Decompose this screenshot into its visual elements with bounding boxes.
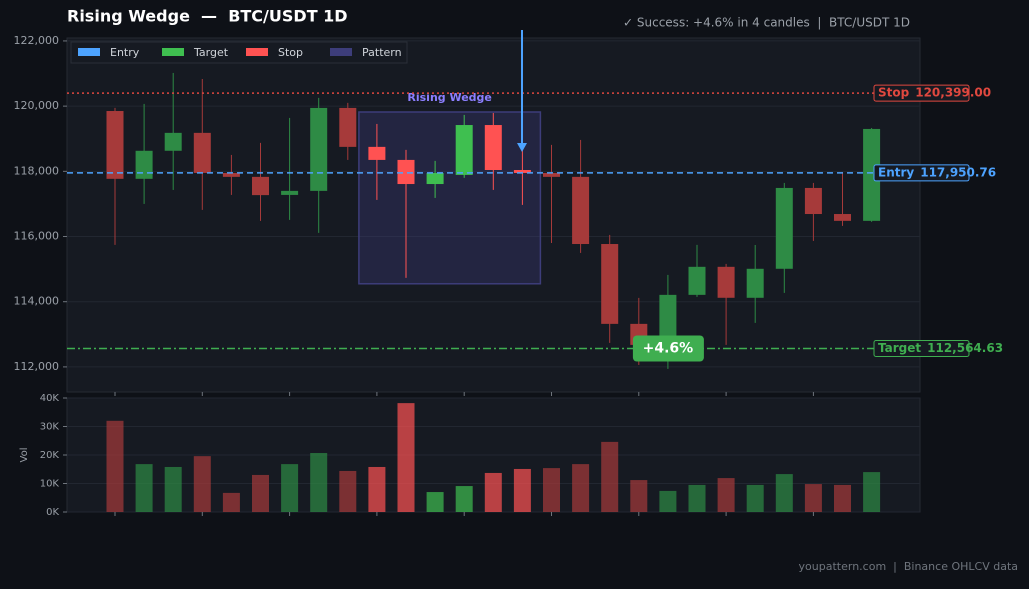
- candle-body: [746, 268, 764, 298]
- candle-body: [572, 176, 590, 245]
- volume-axis-label: Vol: [19, 448, 30, 463]
- volume-bar: [484, 472, 502, 512]
- level-name: Target: [878, 341, 921, 355]
- volume-bar: [135, 464, 153, 512]
- legend-label: Stop: [278, 46, 303, 59]
- candle-body: [339, 107, 357, 147]
- pattern-label: Rising Wedge: [407, 91, 492, 104]
- volume-bar: [252, 474, 269, 512]
- y-tick-label: 30K: [40, 422, 60, 433]
- volume-bar: [601, 441, 619, 512]
- subtitle: ✓ Success: +4.6% in 4 candles | BTC/USDT…: [623, 16, 910, 30]
- volume-bar: [222, 492, 240, 512]
- legend-swatch: [246, 48, 268, 56]
- volume-bar: [368, 466, 386, 512]
- level-label-box: [873, 339, 970, 357]
- level-value: 117,950.76: [920, 165, 996, 179]
- annotation-box: [632, 335, 704, 362]
- legend-box: [70, 41, 408, 64]
- volume-bar: [804, 484, 822, 512]
- volume-bar: [659, 490, 677, 512]
- y-tick-label: 112,000: [14, 360, 60, 373]
- legend-label: Target: [193, 46, 229, 59]
- y-tick-label: 40K: [40, 393, 60, 404]
- volume-bar: [834, 484, 851, 512]
- volume-bar: [397, 403, 415, 512]
- volume-bar: [863, 472, 881, 512]
- chart-title: Rising Wedge — BTC/USDT 1D: [67, 7, 348, 26]
- y-tick-label: 122,000: [14, 34, 60, 47]
- candle-body: [863, 128, 881, 221]
- legend-swatch: [78, 48, 100, 56]
- candle-body: [513, 170, 531, 173]
- volume-bar: [717, 478, 735, 512]
- candle-body: [281, 190, 299, 195]
- candle-body: [222, 172, 240, 177]
- footer: youpattern.com | Binance OHLCV data: [799, 560, 1018, 573]
- volume-bar: [281, 464, 299, 512]
- candle-body: [804, 187, 822, 215]
- level-label-box: [873, 84, 970, 102]
- volume-bar: [630, 480, 648, 512]
- candle-body: [484, 125, 502, 171]
- volume-bar: [193, 456, 211, 512]
- volume-bar: [106, 420, 124, 512]
- y-tick-label: 118,000: [14, 164, 60, 177]
- candle-body: [397, 159, 415, 185]
- level-name: Stop: [878, 86, 910, 100]
- annotation-text: +4.6%: [643, 340, 694, 356]
- candle-body: [135, 150, 153, 179]
- volume-bar: [164, 466, 182, 512]
- candle-body: [252, 176, 269, 196]
- level-label-box: [873, 164, 970, 182]
- candle-body: [543, 172, 560, 177]
- y-tick-label: 0K: [46, 507, 59, 518]
- legend-label: Entry: [110, 46, 140, 59]
- y-tick-label: 116,000: [14, 230, 60, 243]
- candle-body: [775, 187, 793, 269]
- level-name: Entry: [878, 165, 914, 179]
- volume-bar: [339, 470, 357, 512]
- candle-body: [834, 214, 851, 221]
- volume-bar: [310, 453, 328, 512]
- volume-bar: [688, 484, 706, 512]
- candle-body: [601, 244, 619, 324]
- volume-bar: [572, 464, 590, 512]
- volume-bar: [426, 492, 444, 512]
- candle-body: [193, 132, 211, 173]
- level-value: 112,564.63: [927, 341, 1003, 355]
- candle-body: [368, 146, 386, 160]
- y-tick-label: 20K: [40, 450, 60, 461]
- volume-bar: [775, 474, 793, 512]
- y-tick-label: 114,000: [14, 295, 60, 308]
- y-tick-label: 10K: [40, 479, 60, 490]
- candle-body: [688, 266, 706, 295]
- candle-body: [310, 107, 328, 191]
- volume-bar: [513, 468, 531, 512]
- candle-body: [717, 266, 735, 298]
- volume-bar: [543, 468, 560, 512]
- candle-body: [455, 125, 473, 175]
- candle-body: [426, 172, 444, 185]
- pattern-box: [358, 111, 542, 285]
- candle-body: [106, 111, 124, 179]
- y-tick-label: 120,000: [14, 99, 60, 112]
- volume-bar: [746, 484, 764, 512]
- level-value: 120,399.00: [915, 86, 991, 100]
- legend-label: Pattern: [362, 46, 402, 59]
- candle-body: [164, 132, 182, 151]
- arrow-head: [517, 143, 527, 152]
- legend-swatch: [162, 48, 184, 56]
- legend-swatch: [330, 48, 352, 56]
- volume-bar: [455, 486, 473, 512]
